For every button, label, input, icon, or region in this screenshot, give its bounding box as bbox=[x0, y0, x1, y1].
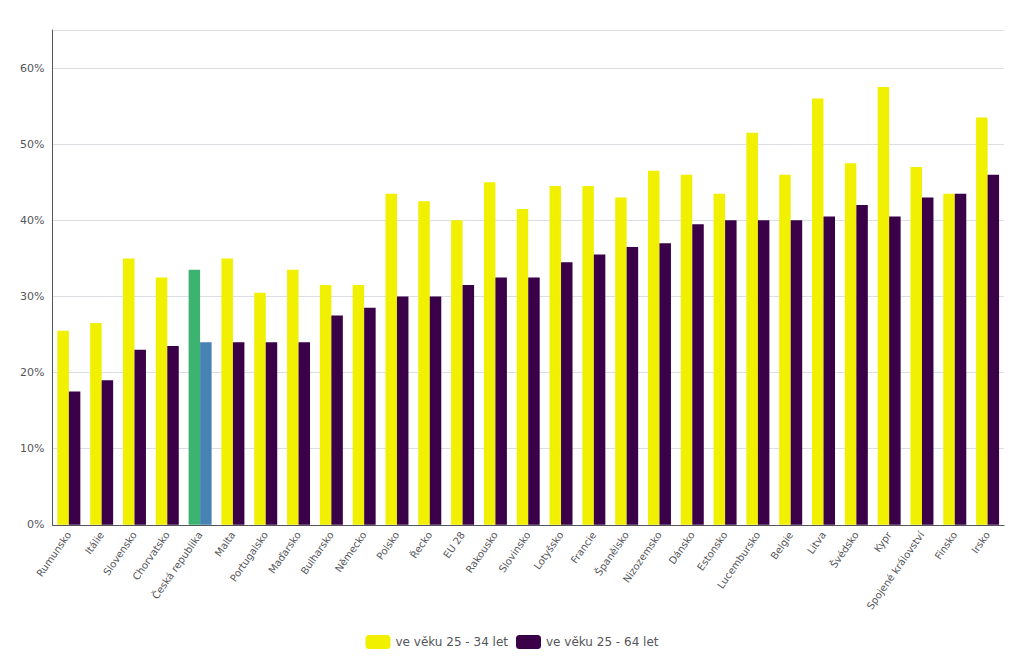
svg-text:30%: 30% bbox=[20, 290, 44, 303]
svg-text:20%: 20% bbox=[20, 366, 44, 379]
svg-text:60%: 60% bbox=[20, 62, 44, 75]
svg-text:ve věku 25 - 64 let: ve věku 25 - 64 let bbox=[546, 635, 659, 649]
svg-text:Spojené království: Spojené království bbox=[865, 529, 928, 612]
svg-text:Estonsko: Estonsko bbox=[695, 530, 730, 573]
svg-text:0%: 0% bbox=[27, 518, 44, 531]
svg-text:Německo: Německo bbox=[333, 530, 369, 574]
svg-text:Maďarsko: Maďarsko bbox=[266, 530, 303, 576]
svg-text:40%: 40% bbox=[20, 214, 44, 227]
svg-text:10%: 10% bbox=[20, 442, 44, 455]
svg-text:Malta: Malta bbox=[213, 530, 238, 559]
svg-text:Česká republika: Česká republika bbox=[149, 529, 205, 601]
svg-text:Polsko: Polsko bbox=[374, 530, 401, 562]
svg-text:Francie: Francie bbox=[569, 530, 599, 566]
svg-text:Nizozemsko: Nizozemsko bbox=[621, 530, 664, 585]
svg-text:Rakousko: Rakousko bbox=[464, 530, 500, 575]
svg-text:Finsko: Finsko bbox=[933, 530, 960, 562]
svg-text:Slovensko: Slovensko bbox=[101, 529, 139, 578]
svg-text:Řecko: Řecko bbox=[407, 529, 434, 560]
svg-text:Švédsko: Švédsko bbox=[827, 529, 861, 570]
svg-text:Portugalsko: Portugalsko bbox=[228, 530, 270, 584]
svg-text:Chorvatsko: Chorvatsko bbox=[130, 529, 172, 583]
svg-text:Kypr: Kypr bbox=[872, 529, 894, 554]
svg-text:Lucembursko: Lucembursko bbox=[715, 530, 762, 591]
svg-text:Španělsko: Španělsko bbox=[593, 529, 632, 578]
svg-text:Litva: Litva bbox=[805, 530, 828, 556]
svg-text:ve věku 25 - 34 let: ve věku 25 - 34 let bbox=[395, 635, 508, 649]
svg-text:Lotyšsko: Lotyšsko bbox=[532, 530, 566, 572]
svg-text:50%: 50% bbox=[20, 138, 44, 151]
svg-text:Slovinsko: Slovinsko bbox=[497, 530, 533, 575]
svg-text:Dánsko: Dánsko bbox=[667, 530, 697, 567]
svg-text:Irsko: Irsko bbox=[969, 530, 992, 556]
svg-text:Rumunsko: Rumunsko bbox=[34, 530, 73, 579]
svg-text:Itálie: Itálie bbox=[83, 530, 106, 557]
svg-text:EU 28: EU 28 bbox=[441, 530, 467, 561]
svg-text:Belgie: Belgie bbox=[768, 530, 795, 562]
svg-text:Bulharsko: Bulharsko bbox=[299, 530, 336, 577]
